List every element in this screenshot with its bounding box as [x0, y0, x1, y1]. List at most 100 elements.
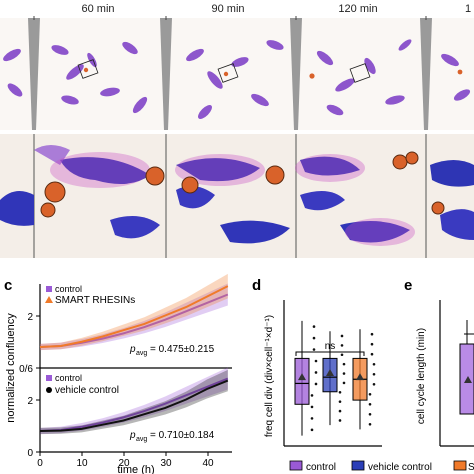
legend-vehicle-swatch [351, 460, 365, 471]
wedge-2 [160, 18, 172, 130]
timepoint-120: 120 min [338, 3, 377, 15]
top-row-beads [83, 67, 463, 79]
series-line-vehicle-control [39, 379, 229, 432]
microscopy-zoom-row [0, 134, 474, 258]
zoom-beads [40, 151, 445, 218]
panel-c-xtick-0: 0 [37, 458, 43, 469]
legend-smart-label: S [468, 462, 474, 473]
panel-label-d: d [252, 277, 261, 294]
mean-control [298, 373, 306, 381]
point-vehicle-control [338, 400, 342, 403]
point-smart-rhesins [372, 362, 376, 366]
panel-c-top-stat-p: p [129, 344, 136, 355]
wedge-1 [28, 18, 40, 130]
point-control [312, 348, 316, 351]
point-control [312, 325, 316, 328]
point-smart-rhesins [372, 382, 376, 386]
point-vehicle-control [342, 372, 346, 375]
roi-box-3 [349, 63, 371, 83]
point-smart-rhesins [370, 332, 374, 336]
panel-c-ytick-zero: 0 [27, 448, 33, 459]
point-control [314, 359, 318, 363]
bottom-legend: control vehicle control S [289, 460, 474, 473]
panel-c-xtick-30: 30 [160, 458, 172, 469]
legend-c-bottom-vehicle-swatch [46, 387, 52, 393]
legend-control-swatch [289, 460, 303, 471]
panel-c-ytick-bottom: 2 [27, 396, 33, 407]
point-vehicle-control [340, 344, 344, 347]
panel-c-bottom-stat-value: = 0.710±0.184 [150, 430, 215, 441]
point-control [314, 382, 318, 386]
panel-c-xtick-10: 10 [76, 458, 88, 469]
legend-c-bottom-control-swatch [46, 375, 52, 381]
panel-c-xlabel: time (h) [117, 464, 154, 474]
panel-d-boxes [294, 320, 376, 436]
point-control [314, 371, 318, 374]
panel-e-axes [439, 300, 474, 447]
panel-d-axes [283, 300, 382, 447]
legend-c-bottom-vehicle: vehicle control [55, 385, 119, 396]
timepoint-90: 90 min [211, 3, 244, 15]
series-band-smart-rhesins [40, 273, 228, 351]
legend-c-top-control-swatch [46, 286, 52, 292]
wedge-3 [290, 18, 302, 130]
panel-c-xtick-20: 20 [118, 458, 130, 469]
wedge-4 [420, 18, 432, 130]
panel-c-xtick-40: 40 [202, 458, 214, 469]
mean-smart-rhesins [356, 373, 364, 381]
point-vehicle-control [340, 334, 344, 338]
panel-e: e cell cycle length (min) [404, 277, 474, 447]
series-band-control [40, 283, 228, 351]
panel-c-bottom-stat-sub: avg [136, 436, 147, 443]
legend-c-bottom-control: control [55, 373, 82, 383]
top-row-wedges [28, 18, 432, 130]
legend-vehicle-label: vehicle control [368, 462, 432, 473]
timepoint-ticks [33, 16, 427, 20]
box-control [294, 357, 310, 405]
zoom-cells [0, 145, 474, 244]
microscopy-top-row: 60 min 90 min 120 min 1 [0, 3, 474, 130]
mean-vehicle-control [326, 369, 334, 376]
point-smart-rhesins [368, 412, 372, 416]
point-smart-rhesins [368, 423, 372, 426]
series-band-vehicle-control [40, 369, 228, 435]
point-control [310, 428, 314, 432]
point-vehicle-control [338, 419, 342, 422]
point-vehicle-control [340, 353, 344, 357]
timepoint-cut: 1 [465, 3, 471, 15]
panel-c: c 2 0/6 2 0 0 10 20 30 40 tim [4, 273, 232, 474]
panel-d-ylabel: freq cell div (div×cell⁻¹×d⁻¹) [264, 315, 275, 437]
point-vehicle-control [342, 381, 346, 385]
panel-c-bottom-stat-p: p [129, 430, 136, 441]
panel-c-top-stat-sub: avg [136, 350, 147, 357]
point-control [310, 394, 314, 397]
roi-box-2 [217, 63, 239, 83]
roi-boxes [77, 59, 371, 83]
legend-c-top-smart-swatch [45, 296, 53, 303]
panel-c-top-series [39, 273, 229, 351]
timepoint-60: 60 min [81, 3, 114, 15]
panel-d: d freq cell div (div×cell⁻¹×d⁻¹) ns [252, 277, 382, 447]
point-smart-rhesins [370, 352, 374, 356]
panel-c-xticks [39, 452, 209, 456]
panel-c-top-stat-value: = 0.475±0.215 [150, 344, 215, 355]
point-smart-rhesins [368, 402, 372, 406]
panel-e-ylabel: cell cycle length (min) [416, 328, 427, 424]
legend-c-top-control: control [55, 284, 82, 294]
point-control [310, 405, 314, 409]
panel-c-yticks [36, 315, 40, 453]
series-line-control [39, 377, 229, 432]
panel-c-ytick-mid: 0/6 [19, 364, 33, 375]
zoom-halos [50, 152, 415, 246]
legend-control-label: control [306, 462, 336, 473]
panel-e-mean-marker [464, 376, 472, 383]
panel-c-bottom-series [39, 367, 229, 435]
panel-c-ytick-top: 2 [27, 312, 33, 323]
point-smart-rhesins [370, 342, 374, 346]
legend-c-top-smart: SMART RHESINs [55, 295, 135, 306]
point-vehicle-control [342, 362, 346, 366]
series-line-smart-rhesins [39, 285, 229, 348]
point-control [312, 336, 316, 340]
panel-label-c: c [4, 277, 12, 294]
point-vehicle-control [338, 409, 342, 413]
